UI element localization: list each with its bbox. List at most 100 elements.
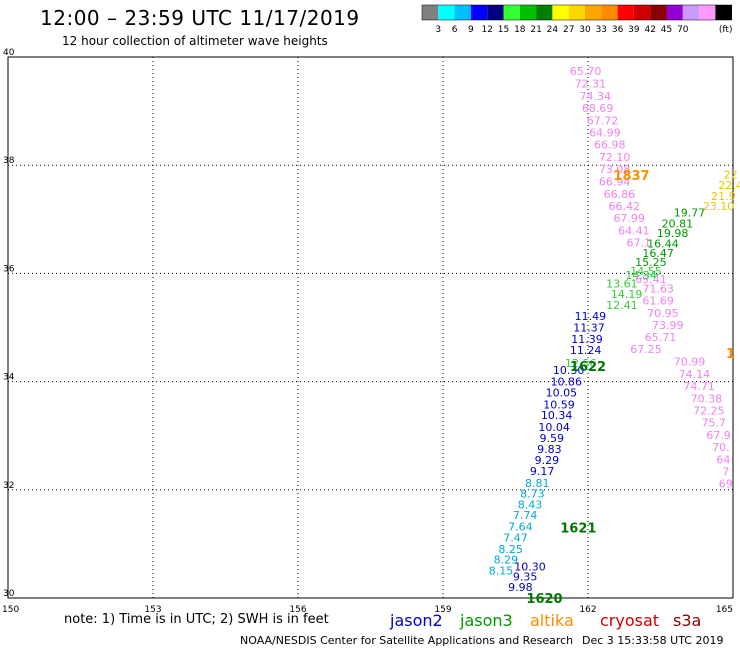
x-tick-label: 153 xyxy=(144,605,161,615)
colorbar-swatch xyxy=(454,5,471,20)
swh-value-label: 8.15 xyxy=(489,564,514,577)
swh-value-label: 65.71 xyxy=(645,331,677,344)
swh-value-label: 9.17 xyxy=(530,465,555,478)
colorbar-swatch xyxy=(699,5,716,20)
swh-value-label: 15.25 xyxy=(635,256,667,269)
swh-value-label: 68.69 xyxy=(582,102,614,115)
swh-value-label: 74.14 xyxy=(679,368,711,381)
colorbar-swatch xyxy=(552,5,569,20)
colorbar-label: 9 xyxy=(468,25,474,35)
swh-value-label: 70. xyxy=(712,441,730,454)
swh-value-label: 23.10 xyxy=(703,200,735,213)
y-tick-label: 38 xyxy=(3,156,15,166)
swh-value-label: 10.30 xyxy=(553,364,585,377)
colorbar-label: 42 xyxy=(644,25,655,35)
swh-value-label: 69.41 xyxy=(635,273,667,286)
time-label: 1620 xyxy=(526,592,562,607)
y-tick-label: 30 xyxy=(3,589,15,599)
y-tick-label: 40 xyxy=(3,48,15,58)
swh-value-label: 66.86 xyxy=(604,188,636,201)
legend-satellite-jason2: jason2 xyxy=(389,611,443,630)
time-label: 1 xyxy=(726,347,735,362)
swh-value-label: 10.59 xyxy=(543,398,575,411)
colorbar-label: 45 xyxy=(661,25,672,35)
colorbar-swatch xyxy=(422,5,439,20)
swh-value-label: 9.83 xyxy=(537,443,562,456)
colorbar-swatch xyxy=(470,5,488,20)
swh-value-label: 66.94 xyxy=(599,175,631,188)
swh-value-label: 9.29 xyxy=(535,454,560,467)
swh-value-label: 7 xyxy=(722,465,729,478)
legend-satellite-s3a: s3a xyxy=(673,611,701,630)
colorbar-label: 39 xyxy=(628,25,640,35)
swh-value-label: 72.25 xyxy=(693,404,725,417)
swh-value-label: 8.29 xyxy=(494,554,519,567)
colorbar-label: 6 xyxy=(452,25,458,35)
colorbar-label: 30 xyxy=(579,25,591,35)
swh-value-label: 11.39 xyxy=(571,333,603,346)
swh-value-label: 10.05 xyxy=(546,386,578,399)
swh-value-label: 10.30 xyxy=(514,561,546,574)
plot-frame xyxy=(7,56,734,599)
swh-value-label: 66.42 xyxy=(609,200,641,213)
swh-value-label: 12.56 xyxy=(565,357,597,370)
colorbar-swatch xyxy=(633,5,651,20)
swh-value-label: 64.41 xyxy=(618,225,650,238)
swh-value-label: 73.08 xyxy=(599,163,631,176)
swh-value-label: 70.38 xyxy=(691,392,723,405)
time-label: 1621 xyxy=(560,522,596,537)
legend-satellite-cryosat: cryosat xyxy=(600,611,659,630)
swh-value-label: 73.99 xyxy=(652,319,684,332)
colorbar-swatch xyxy=(650,5,667,20)
colorbar-label: (ft) xyxy=(719,25,733,35)
swh-value-label: 16.44 xyxy=(647,238,679,251)
swh-value-label: 14.19 xyxy=(611,288,643,301)
colorbar-swatch xyxy=(503,5,520,20)
swh-value-label: 9.59 xyxy=(540,432,565,445)
colorbar-swatch xyxy=(715,5,732,20)
swh-value-label: 22.4 xyxy=(718,179,740,192)
colorbar-label: 36 xyxy=(612,25,624,35)
swh-value-label: 19.98 xyxy=(657,227,689,240)
swh-value-label: 9.35 xyxy=(513,570,538,583)
swh-value-label: 13.61 xyxy=(606,278,638,291)
colorbar-swatch xyxy=(601,5,618,20)
swh-value-label: 70.95 xyxy=(647,307,679,320)
swh-value-label: 71.63 xyxy=(642,283,674,296)
colorbar-label: 33 xyxy=(596,25,607,35)
swh-value-label: 10.86 xyxy=(551,376,583,389)
swh-value-label: 10.34 xyxy=(541,409,573,422)
swh-value-label: 8.81 xyxy=(525,477,550,490)
swh-value-label: 20.81 xyxy=(662,218,694,231)
colorbar-swatch xyxy=(487,5,504,20)
swh-value-label: 19.77 xyxy=(674,206,706,219)
swh-value-label: 67.72 xyxy=(587,114,619,127)
swh-value-label: 12.41 xyxy=(606,299,638,312)
swh-value-label: 7.74 xyxy=(513,509,538,522)
swh-value-label: 11.49 xyxy=(575,310,607,323)
colorbar-label: 12 xyxy=(481,25,492,35)
swh-value-label: 65.70 xyxy=(570,65,602,78)
colorbar-label: 3 xyxy=(435,25,441,35)
colorbar-swatch xyxy=(666,5,683,20)
colorbar-swatch xyxy=(585,5,602,20)
chart-subtitle: 12 hour collection of altimeter wave hei… xyxy=(62,34,328,48)
y-tick-label: 32 xyxy=(3,481,14,491)
swh-value-label: 11.37 xyxy=(573,322,605,335)
colorbar-swatch xyxy=(438,5,455,20)
time-label: 1622 xyxy=(570,360,606,375)
time-label: 1837 xyxy=(613,169,649,184)
swh-value-label: 9.98 xyxy=(508,581,533,594)
colorbar-label: 24 xyxy=(547,25,559,35)
x-tick-label: 165 xyxy=(716,605,733,615)
colorbar-swatch xyxy=(536,5,553,20)
colorbar-frame xyxy=(421,4,732,21)
colorbar-swatch xyxy=(519,5,537,20)
swh-value-label: 22 xyxy=(724,168,738,181)
x-tick-label: 156 xyxy=(289,605,306,615)
colorbar-label: 15 xyxy=(498,25,509,35)
swh-value-label: 69 xyxy=(719,477,733,490)
footer-date: Dec 3 15:33:58 UTC 2019 xyxy=(582,634,724,647)
